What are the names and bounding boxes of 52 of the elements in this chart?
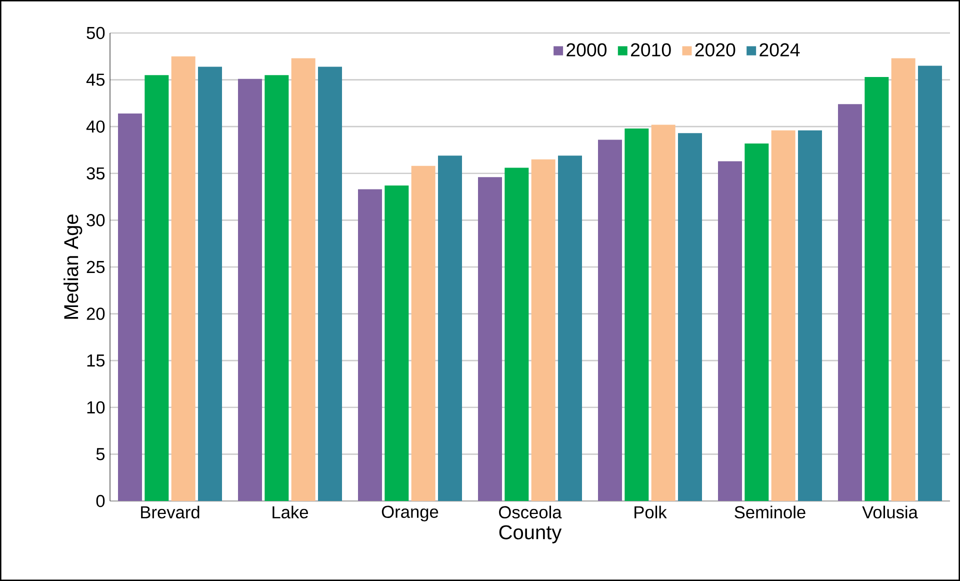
y-tick-label: 50 (86, 26, 105, 40)
bar (358, 189, 382, 501)
bar (838, 104, 862, 501)
bar (318, 66, 342, 501)
bar (891, 58, 916, 501)
bar (438, 156, 462, 501)
bar (531, 159, 556, 501)
bar (384, 186, 409, 501)
legend-label: 2010 (630, 43, 671, 56)
bar (624, 128, 649, 501)
y-tick-label: 15 (87, 354, 105, 367)
bar (144, 75, 169, 501)
y-axis-title: Median Age (64, 214, 82, 319)
bar (198, 66, 222, 501)
x-tick-label: Brevard (141, 506, 200, 518)
bar (718, 161, 742, 501)
y-tick-label: 40 (86, 120, 105, 133)
bar (918, 66, 942, 501)
bar (478, 177, 502, 501)
y-tick-label: 25 (86, 260, 105, 274)
legend-label: 2000 (566, 43, 607, 56)
y-tick-label: 30 (86, 214, 105, 226)
x-axis-title: County (499, 525, 562, 544)
bar (171, 56, 196, 501)
x-tick-label: Volusia (862, 506, 918, 518)
y-tick-label: 20 (86, 308, 105, 320)
bar (598, 140, 622, 501)
y-tick-label: 35 (86, 167, 105, 180)
bar (798, 130, 822, 501)
legend-label: 2020 (695, 43, 736, 56)
bar (651, 124, 676, 501)
y-tick-label: 45 (86, 74, 105, 86)
y-tick-label: 0 (96, 494, 105, 508)
x-tick-label: Seminole (734, 506, 806, 518)
x-tick-label: Orange (382, 506, 438, 522)
x-tick-label: Osceola (499, 506, 562, 518)
bar (504, 168, 529, 501)
bar (744, 143, 769, 501)
x-tick-label: Lake (272, 506, 308, 518)
legend-label: 2024 (760, 43, 800, 56)
bar (771, 130, 796, 501)
bar (558, 156, 582, 501)
x-tick-label: Polk (634, 506, 667, 518)
bar (238, 78, 262, 501)
bar (864, 76, 889, 501)
bar (264, 75, 289, 501)
bar (291, 58, 316, 501)
bar (118, 113, 142, 501)
y-tick-label: 10 (87, 401, 105, 414)
y-tick-label: 5 (96, 448, 105, 460)
bar (678, 133, 702, 501)
bar (411, 166, 436, 501)
